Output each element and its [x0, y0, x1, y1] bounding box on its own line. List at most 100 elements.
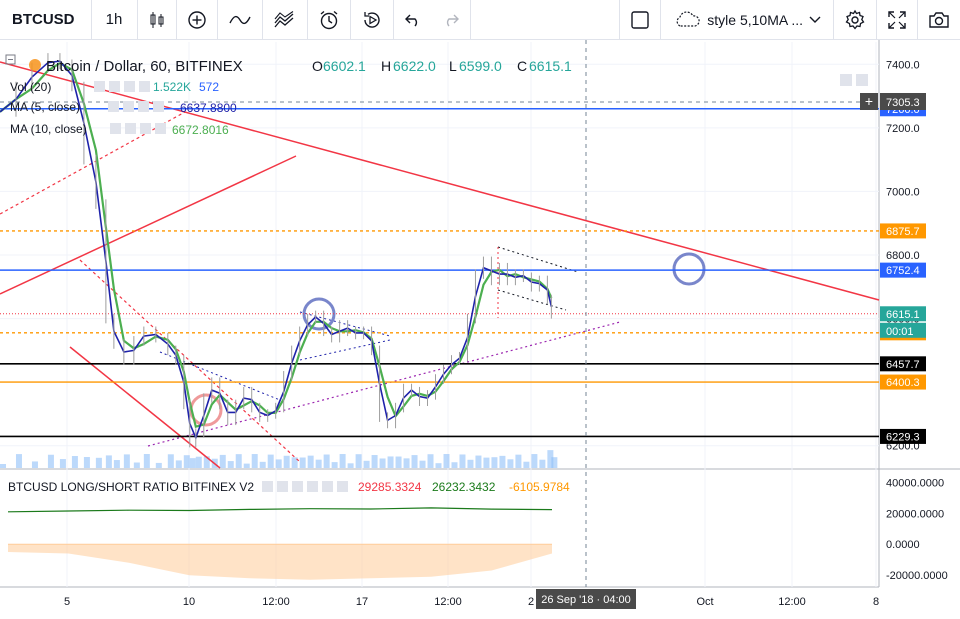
main-legend: Bitcoin / Dollar, 60, BITFINEX O 6602.1 …: [5, 54, 868, 137]
annotation-circle-blue-future: [672, 252, 706, 286]
high-value: 6622.0: [393, 58, 436, 74]
long-short-orange-area: [8, 544, 552, 580]
gear-icon[interactable]: [834, 0, 877, 40]
sub-tick-label: -20000.0000: [886, 570, 948, 582]
volume-bar: [331, 462, 338, 468]
time-tick-label: 12:00: [262, 596, 290, 608]
crosshair-time-label: 26 Sep '18 · 04:00: [541, 594, 631, 606]
volume-bar: [451, 462, 458, 468]
long-short-green-line: [7, 507, 553, 513]
vol-buttons[interactable]: [94, 81, 150, 92]
volume-bar: [395, 456, 402, 468]
volume-bars: [0, 450, 558, 468]
volume-bar: [59, 459, 66, 468]
volume-bar: [507, 459, 514, 468]
ma10-buttons[interactable]: [110, 123, 166, 134]
level-tag-box: [880, 262, 926, 278]
sub-tick-label: 40000.0000: [886, 477, 944, 489]
volume-bar: [227, 461, 234, 468]
interval-button[interactable]: 1h: [92, 0, 138, 40]
ma10-value: 6672.8016: [172, 123, 229, 137]
sub-tick-label: 20000.0000: [886, 508, 944, 520]
volume-bar: [15, 454, 22, 468]
scale-arrows[interactable]: [840, 74, 868, 86]
sub-axis-ticks: 40000.0000 20000.0000 0.0000 -20000.0000: [886, 477, 948, 582]
drawings-layer: [0, 61, 880, 469]
expand-icon[interactable]: [877, 0, 918, 40]
volume-bar: [363, 460, 370, 468]
volume-bar: [499, 455, 506, 468]
add-indicator-icon[interactable]: [177, 0, 218, 40]
ma5-label: MA (5, close): [10, 100, 80, 114]
collapse-icon[interactable]: [5, 54, 16, 65]
vol-label: Vol (20): [10, 80, 51, 94]
volume-bar: [371, 455, 378, 468]
volume-bar: [523, 461, 530, 468]
alert-icon[interactable]: [308, 0, 351, 40]
ma10-label: MA (10, close): [10, 122, 87, 136]
chart-style-dropdown[interactable]: style 5,10MA ...: [661, 0, 834, 40]
close-label: C: [517, 58, 527, 74]
level-tag-box: [880, 306, 926, 322]
trend-line-up: [0, 155, 297, 295]
level-tag-box: [880, 356, 926, 372]
redo-icon[interactable]: [432, 0, 471, 40]
volume-bar: [483, 457, 490, 468]
volume-bar: [299, 457, 306, 468]
time-tick-label: 8: [873, 596, 879, 608]
level-tag-label: 6752.4: [886, 265, 920, 277]
candles-icon[interactable]: [138, 0, 177, 40]
level-tag-box: [880, 223, 926, 239]
chevron-down-icon: [809, 16, 821, 23]
volume-bar: [539, 459, 546, 468]
chart-area[interactable]: 7400.07200.07000.06800.06600.06400.06200…: [0, 40, 960, 619]
pennant-upper: [497, 246, 579, 273]
replay-icon[interactable]: [351, 0, 394, 40]
volume-bar: [123, 454, 130, 468]
fullscreen-square-icon[interactable]: [619, 0, 662, 40]
time-axis-ticks: 5 10 12:00 17 12:00 2 Oct 12:00 8: [64, 596, 879, 608]
volume-bar: [459, 454, 466, 468]
trend-line-down-main: [0, 61, 880, 301]
volume-bar: [203, 456, 210, 468]
volume-bar: [267, 454, 274, 468]
indicators-icon[interactable]: [263, 0, 308, 40]
sub-legend: BTCUSD LONG/SHORT RATIO BITFINEX V2 2928…: [8, 480, 570, 494]
volume-bar: [259, 461, 266, 468]
countdown-label: 00:01: [886, 326, 914, 338]
small-flag-mid: [299, 311, 391, 337]
sub-legend-title: BTCUSD LONG/SHORT RATIO BITFINEX V2: [8, 480, 254, 494]
compare-icon[interactable]: [218, 0, 263, 40]
volume-bar: [443, 454, 450, 468]
ma5-buttons[interactable]: [108, 101, 164, 112]
close-value: 6615.1: [529, 58, 572, 74]
wedge-support-line: [69, 346, 221, 469]
volume-bar: [475, 455, 482, 468]
volume-bar: [387, 456, 394, 468]
undo-icon[interactable]: [394, 0, 432, 40]
crosshair-plus-button[interactable]: [860, 93, 878, 110]
volume-bar: [251, 454, 258, 468]
plus-icon: +: [865, 93, 873, 109]
price-tags: 6875.76752.47260.06555.26457.76400.36229…: [880, 101, 926, 444]
top-toolbar: BTCUSD 1h style 5,10: [0, 0, 960, 40]
camera-icon[interactable]: [918, 0, 960, 40]
volume-bar: [531, 454, 538, 468]
price-tick-label: 7000.0: [886, 186, 920, 198]
high-label: H: [381, 58, 391, 74]
time-tick-label: 12:00: [778, 596, 806, 608]
cloud-icon: [676, 10, 700, 27]
volume-bar: [355, 454, 362, 468]
time-tick-label: Oct: [696, 596, 713, 608]
volume-bar: [243, 463, 250, 468]
price-axis-ticks: 7400.07200.07000.06800.06600.06400.06200…: [886, 59, 920, 452]
volume-bar: [551, 457, 558, 468]
sub-legend-buttons[interactable]: [262, 481, 348, 492]
time-tick-label: 5: [64, 596, 70, 608]
level-tag-label: 6615.1: [886, 309, 920, 321]
time-tick-label: 10: [183, 596, 195, 608]
open-value: 6602.1: [323, 58, 366, 74]
symbol-search-button[interactable]: BTCUSD: [0, 0, 92, 40]
long-short-pane: [7, 507, 553, 580]
